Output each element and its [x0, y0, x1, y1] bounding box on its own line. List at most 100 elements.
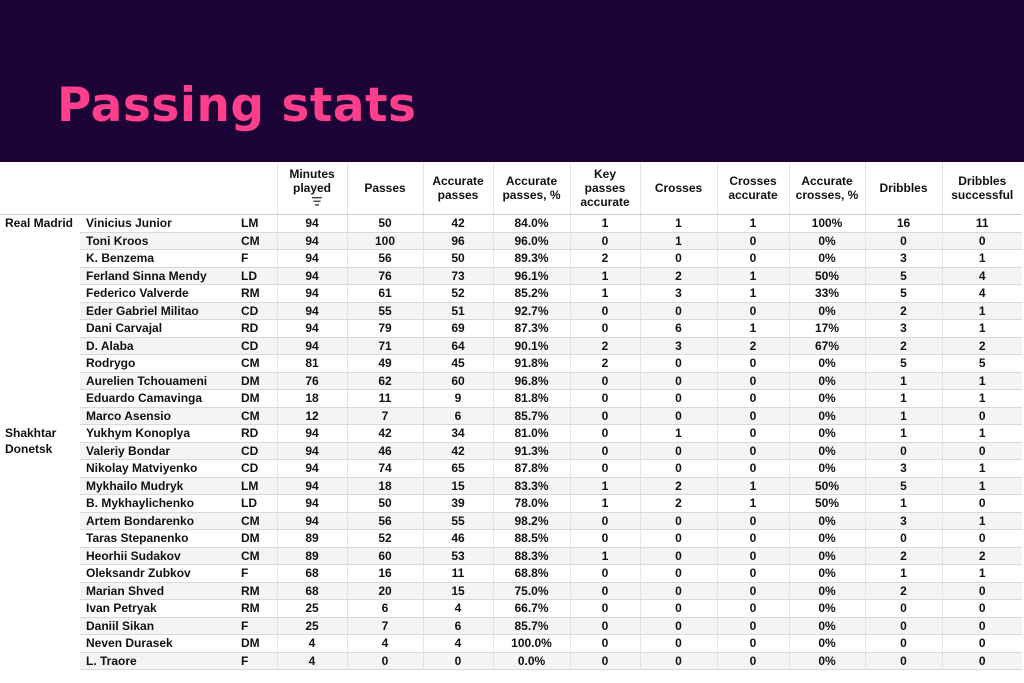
stat-cell: 84.0% [492, 214, 570, 233]
stat-cell: 1 [639, 214, 717, 233]
table-row: Aurelien Tchouameni DM 76 62 60 96.8% 0 0 0 0% 1 1 [0, 372, 1022, 390]
stat-cell: 2 [716, 337, 789, 355]
stat-cell: 0 [639, 512, 717, 530]
stat-cell: 2 [639, 477, 717, 495]
header-team [0, 162, 80, 215]
stat-cell: 1 [941, 459, 1022, 478]
stat-cell: 68 [276, 582, 347, 600]
stat-cell: 3 [864, 459, 942, 478]
sort-icon[interactable] [312, 195, 322, 209]
table-row: Neven Durasek DM 4 4 4 100.0% 0 0 0 0% 0 0 [0, 634, 1022, 653]
stat-cell: 1 [716, 214, 789, 233]
player-position: RD [237, 319, 277, 338]
stat-cell: 0 [864, 617, 942, 635]
header-minutes-played[interactable]: Minutes played [276, 162, 347, 215]
header-accurate-passes-pct[interactable]: Accurate passes, % [492, 162, 570, 215]
player-name: Dani Carvajal [80, 319, 237, 338]
player-position: DM [237, 372, 277, 390]
stat-cell: 0 [639, 529, 717, 548]
stat-cell: 52 [346, 529, 423, 548]
stat-cell: 0 [639, 354, 717, 373]
player-name: Eder Gabriel Militao [80, 302, 237, 320]
stat-cell: 0 [716, 564, 789, 583]
stat-cell: 4 [422, 634, 493, 653]
page-header: Passing stats [0, 0, 1024, 162]
stat-cell: 0 [716, 529, 789, 548]
stat-cell: 0% [788, 372, 865, 390]
stat-cell: 0 [716, 302, 789, 320]
stat-cell: 39 [422, 494, 493, 513]
header-crosses-accurate[interactable]: Crosses accurate [716, 162, 789, 215]
stat-cell: 0 [346, 652, 423, 670]
stat-cell: 50% [788, 494, 865, 513]
stat-cell: 3 [864, 512, 942, 530]
stat-cell: 2 [941, 337, 1022, 355]
stat-cell: 18 [346, 477, 423, 495]
stat-cell: 83.3% [492, 477, 570, 495]
stat-cell: 0% [788, 459, 865, 478]
stat-cell: 2 [864, 582, 942, 600]
stat-cell: 0 [716, 459, 789, 478]
stat-cell: 94 [276, 442, 347, 460]
stat-cell: 3 [639, 284, 717, 303]
stat-cell: 11 [422, 564, 493, 583]
header-dribbles-successful[interactable]: Dribbles successful [941, 162, 1022, 215]
player-position: DM [237, 634, 277, 653]
stat-cell: 1 [864, 424, 942, 443]
stat-cell: 46 [346, 442, 423, 460]
stat-cell: 0 [941, 582, 1022, 600]
stat-cell: 0 [716, 617, 789, 635]
stat-cell: 0 [639, 547, 717, 565]
header-key-passes-accurate[interactable]: Key passes accurate [569, 162, 640, 215]
stat-cell: 50 [346, 494, 423, 513]
stat-cell: 50 [422, 249, 493, 268]
stat-cell: 42 [422, 214, 493, 233]
header-dribbles[interactable]: Dribbles [864, 162, 942, 215]
stat-cell: 66.7% [492, 599, 570, 618]
stat-cell: 2 [569, 354, 640, 373]
stat-cell: 2 [569, 337, 640, 355]
player-position: LD [237, 494, 277, 513]
stat-cell: 71 [346, 337, 423, 355]
player-name: Nikolay Matviyenko [80, 459, 237, 478]
header-player [80, 162, 237, 215]
stat-cell: 0 [639, 249, 717, 268]
stat-cell: 94 [276, 284, 347, 303]
stat-cell: 68.8% [492, 564, 570, 583]
stat-cell: 68 [276, 564, 347, 583]
stat-cell: 16 [864, 214, 942, 233]
stat-cell: 0 [864, 599, 942, 618]
stat-cell: 0 [716, 547, 789, 565]
player-name: Oleksandr Zubkov [80, 564, 237, 583]
stat-cell: 1 [941, 512, 1022, 530]
stat-cell: 0 [639, 652, 717, 670]
stat-cell: 1 [569, 477, 640, 495]
stat-cell: 46 [422, 529, 493, 548]
stat-cell: 9 [422, 389, 493, 408]
stat-cell: 0% [788, 354, 865, 373]
header-accurate-passes[interactable]: Accurate passes [422, 162, 493, 215]
stat-cell: 1 [716, 494, 789, 513]
table-row: K. Benzema F 94 56 50 89.3% 2 0 0 0% 3 1 [0, 249, 1022, 268]
stat-cell: 2 [864, 302, 942, 320]
stat-cell: 94 [276, 249, 347, 268]
stat-cell: 92.7% [492, 302, 570, 320]
header-crosses[interactable]: Crosses [639, 162, 717, 215]
stat-cell: 0 [639, 599, 717, 618]
stat-cell: 6 [422, 407, 493, 425]
stat-cell: 7 [346, 407, 423, 425]
stat-cell: 65 [422, 459, 493, 478]
stat-cell: 90.1% [492, 337, 570, 355]
player-position: LD [237, 267, 277, 285]
stat-cell: 0 [864, 529, 942, 548]
stat-cell: 18 [276, 389, 347, 408]
stat-cell: 1 [716, 477, 789, 495]
player-position: F [237, 617, 277, 635]
stat-cell: 1 [864, 389, 942, 408]
table-row: Shakhtar Donetsk Yukhym Konoplya RD 94 42 34 8… [0, 424, 1022, 456]
header-accurate-crosses-pct[interactable]: Accurate crosses, % [788, 162, 865, 215]
stat-cell: 0% [788, 599, 865, 618]
stat-cell: 60 [422, 372, 493, 390]
stat-cell: 0 [941, 652, 1022, 670]
header-passes[interactable]: Passes [346, 162, 423, 215]
